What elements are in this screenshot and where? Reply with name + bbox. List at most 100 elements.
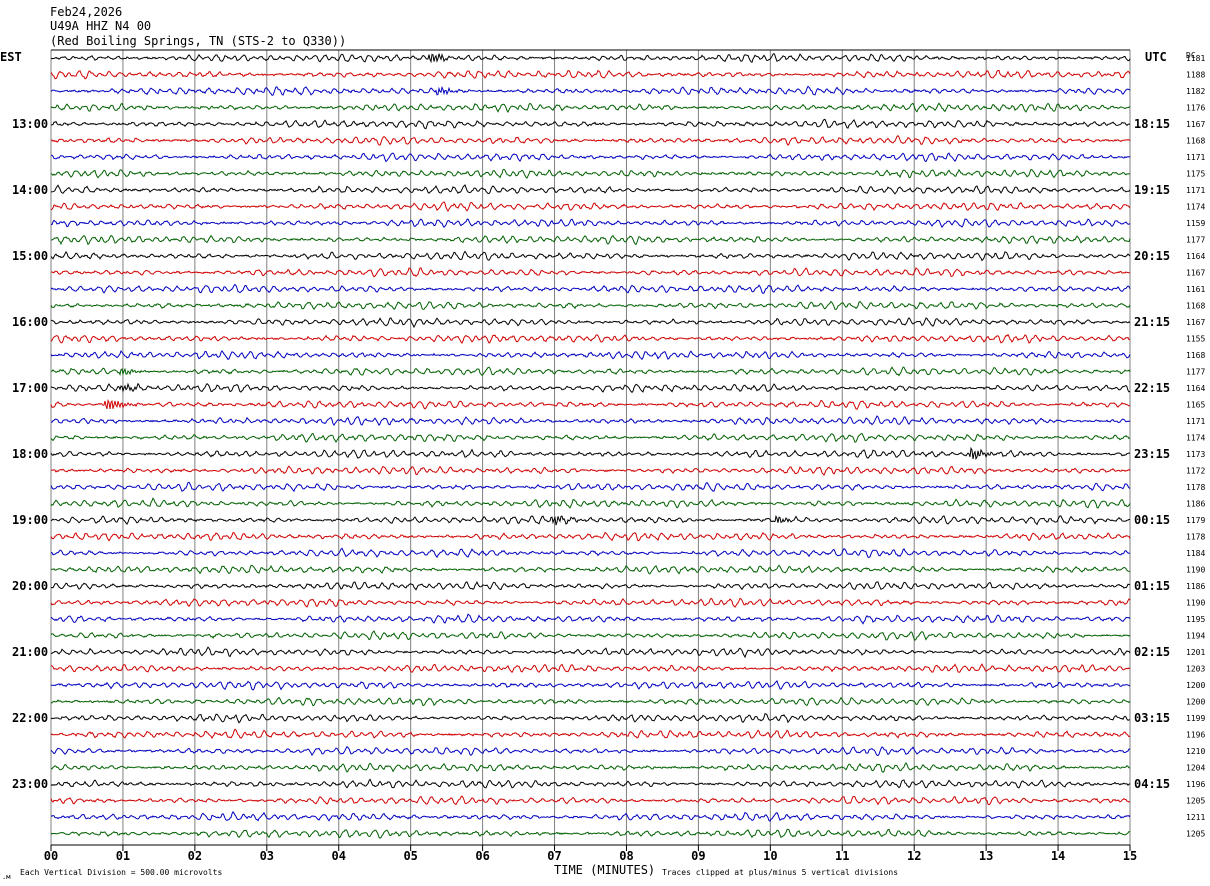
dc-header-label: DC: [1186, 51, 1196, 60]
trace-row: [51, 267, 1131, 278]
dc-offset-value: 1177: [1186, 236, 1205, 245]
station-label: U49A HHZ N4 00: [50, 19, 151, 33]
dc-offset-value: 1199: [1186, 714, 1205, 723]
x-tick-label: 09: [691, 849, 705, 863]
dc-offset-value: 1176: [1186, 104, 1205, 113]
dc-offset-value: 1186: [1186, 500, 1205, 509]
dc-offset-value: 1195: [1186, 615, 1205, 624]
left-hour-labels: 13:00 14:00 15:00 16:00 17:00 18:00 19:00 20:00…: [12, 117, 48, 791]
dc-offset-value: 1190: [1186, 566, 1205, 575]
dc-offset-value: 1175: [1186, 170, 1205, 179]
trace-row: [50, 778, 1131, 789]
trace-row: [50, 613, 1131, 625]
dc-offset-value: 1211: [1186, 813, 1205, 822]
trace-row: [50, 497, 1131, 509]
left-hour-label: 22:00: [12, 711, 48, 725]
x-tick-label: 02: [188, 849, 202, 863]
dc-offset-value: 1178: [1186, 533, 1205, 542]
dc-offset-value: 1167: [1186, 120, 1205, 129]
dc-offset-value: 1204: [1186, 764, 1205, 773]
right-hour-label: 21:15: [1134, 315, 1170, 329]
dc-offset-value: 1190: [1186, 599, 1205, 608]
trace-row: [50, 713, 1131, 724]
trace-row: [50, 663, 1131, 674]
left-hour-label: 14:00: [12, 183, 48, 197]
dc-offset-value: 1172: [1186, 467, 1205, 476]
left-hour-label: 13:00: [12, 117, 48, 131]
trace-row: [50, 415, 1131, 427]
x-tick-label: 04: [332, 849, 346, 863]
x-tick-label: 15: [1123, 849, 1137, 863]
dc-offset-value: 1168: [1186, 351, 1205, 360]
trace-row: [50, 102, 1131, 114]
trace-row: [50, 283, 1131, 294]
trace-row: [50, 811, 1131, 822]
x-tick-label: 03: [260, 849, 274, 863]
left-hour-label: 23:00: [12, 777, 48, 791]
trace-row: [50, 564, 1131, 575]
trace-row: [50, 85, 1131, 96]
right-hour-label: 22:15: [1134, 381, 1170, 395]
dc-offset-value: 1159: [1186, 219, 1205, 228]
dc-offset-value: 1171: [1186, 186, 1205, 195]
dc-offset-value: 1182: [1186, 87, 1205, 96]
trace-row: [50, 333, 1131, 344]
dc-offset-value: 1174: [1186, 203, 1205, 212]
x-tick-label: 08: [619, 849, 633, 863]
left-hour-label: 16:00: [12, 315, 48, 329]
left-hour-label: 19:00: [12, 513, 48, 527]
right-hour-label: 19:15: [1134, 183, 1170, 197]
trace-row: [50, 762, 1131, 773]
x-tick-label: 13: [979, 849, 993, 863]
grid-lines: [50, 49, 1131, 846]
dc-offset-value: 1167: [1186, 269, 1205, 278]
date-label: Feb24,2026: [50, 5, 122, 19]
dc-offset-value: 1201: [1186, 648, 1205, 657]
right-hour-label: 03:15: [1134, 711, 1170, 725]
trace-row: [50, 53, 1131, 64]
dc-offset-value: 1179: [1186, 516, 1205, 525]
dc-offset-value: 1161: [1186, 285, 1205, 294]
left-hour-label: 17:00: [12, 381, 48, 395]
trace-row: [50, 630, 1131, 641]
trace-row: [50, 745, 1131, 757]
dc-offset-value: 1205: [1186, 830, 1205, 839]
dc-offset-value: 1200: [1186, 681, 1205, 690]
trace-row: [50, 382, 1131, 394]
trace-row: [50, 679, 1131, 691]
x-tick-label: 07: [547, 849, 561, 863]
dc-offset-value: 1184: [1186, 549, 1205, 558]
clip-note: Traces clipped at plus/minus 5 vertical …: [662, 868, 898, 877]
dc-offset-value: 1188: [1186, 71, 1205, 80]
x-tick-label: 06: [475, 849, 489, 863]
x-tick-label: 05: [403, 849, 417, 863]
dc-offset-value: 1181: [1186, 54, 1205, 63]
right-timezone-label: UTC: [1145, 50, 1167, 64]
left-hour-label: 15:00: [12, 249, 48, 263]
corner-mark-icon: .м: [2, 873, 11, 881]
x-tick-label: 01: [116, 849, 130, 863]
trace-row: [50, 118, 1131, 130]
trace-row: [50, 250, 1131, 262]
x-tick-label: 12: [907, 849, 921, 863]
dc-offset-value: 1186: [1186, 582, 1205, 591]
dc-offset-value: 1210: [1186, 747, 1205, 756]
x-axis-title: TIME (MINUTES): [554, 863, 655, 877]
right-hour-label: 01:15: [1134, 579, 1170, 593]
trace-row: [50, 168, 1130, 179]
dc-offset-value: 1165: [1186, 401, 1205, 410]
right-hour-label: 00:15: [1134, 513, 1170, 527]
trace-row: [50, 317, 1131, 329]
trace-row: [50, 446, 1131, 461]
x-axis-ticks: 00 01 02 03 04 05 06 07 08 09 10 11 12 13 14 15: [44, 845, 1137, 863]
trace-row: [50, 531, 1131, 542]
x-tick-label: 00: [44, 849, 58, 863]
trace-row: [50, 184, 1131, 195]
trace-row: [50, 481, 1131, 493]
dc-offset-value: 1194: [1186, 632, 1205, 641]
x-tick-label: 10: [763, 849, 777, 863]
trace-row: [51, 646, 1131, 659]
dc-offset-value: 1200: [1186, 698, 1205, 707]
dc-offset-value: 1178: [1186, 483, 1205, 492]
dc-offset-value: 1155: [1186, 335, 1205, 344]
